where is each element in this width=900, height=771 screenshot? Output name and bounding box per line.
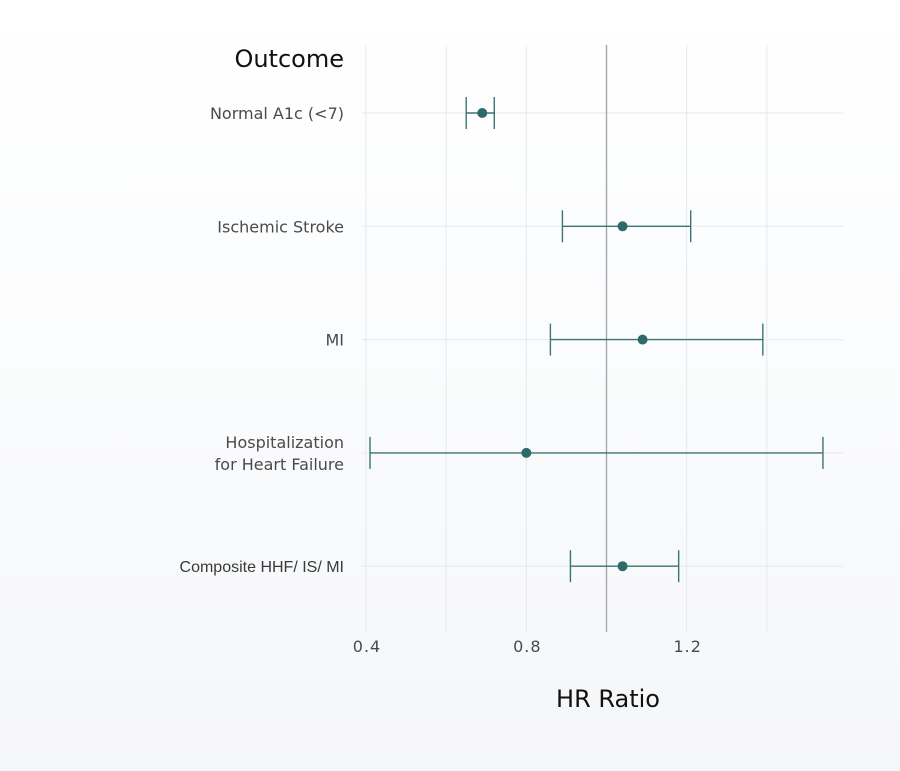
point-estimate (617, 221, 628, 232)
y-tick-label: for Heart Failure (215, 455, 344, 474)
y-axis-title: Outcome (234, 45, 344, 73)
x-axis-title: HR Ratio (556, 685, 660, 713)
point-estimate (637, 334, 648, 345)
x-axis-ticks: 0.4 0.8 1.2 (353, 637, 701, 656)
x-tick-label: 0.8 (513, 637, 541, 656)
y-tick-label: MI (325, 331, 344, 350)
y-tick-label: Composite HHF/ IS/ MI (180, 559, 344, 576)
x-tick-label: 0.4 (353, 637, 381, 656)
y-tick-label: Hospitalization (225, 433, 344, 452)
y-tick-label: Ischemic Stroke (217, 217, 344, 236)
x-tick-label: 1.2 (673, 637, 701, 656)
point-estimate (617, 561, 628, 572)
y-tick-label: Normal A1c (<7) (210, 104, 344, 123)
plot-marks (369, 97, 824, 583)
point-estimate (521, 447, 532, 458)
y-axis-labels: Normal A1c (<7) Ischemic Stroke MI Hospital… (180, 104, 344, 576)
grid (362, 45, 843, 632)
point-estimate (477, 108, 488, 118)
